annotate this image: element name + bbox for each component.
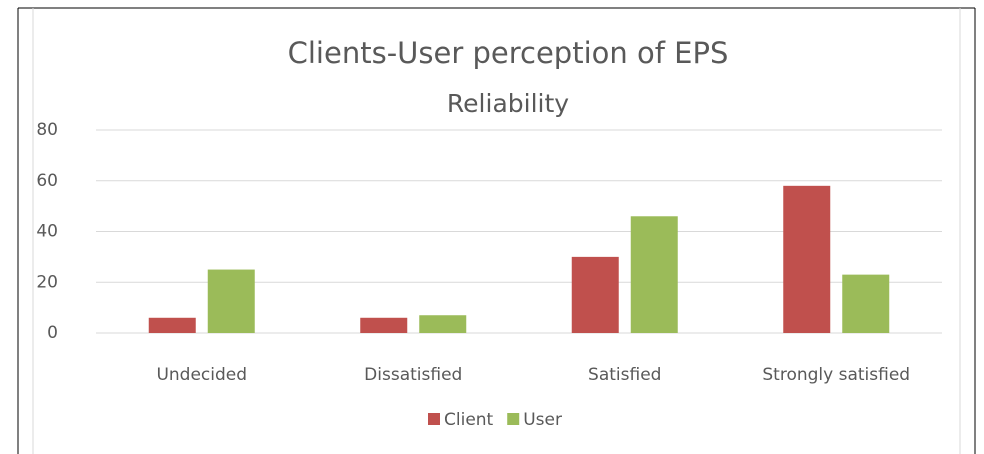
- x-tick-label: Strongly satisfied: [762, 365, 910, 385]
- legend-swatch: [428, 413, 440, 425]
- bar: [419, 315, 467, 333]
- y-tick-label: 80: [36, 120, 58, 140]
- chart-title: Clients-User perception of EPS: [288, 36, 729, 70]
- bar: [630, 216, 678, 333]
- legend-label: User: [523, 410, 562, 430]
- bar: [360, 317, 408, 333]
- legend-label: Client: [444, 410, 494, 430]
- bar: [571, 256, 619, 333]
- chart-subtitle: Reliability: [447, 89, 569, 118]
- x-tick-label: Satisfied: [588, 365, 661, 385]
- y-tick-label: 20: [36, 272, 58, 292]
- bar: [783, 185, 831, 333]
- y-tick-label: 40: [36, 222, 58, 242]
- y-tick-label: 0: [47, 323, 58, 343]
- legend-swatch: [507, 413, 520, 425]
- x-tick-label: Undecided: [156, 365, 247, 385]
- bar: [207, 269, 255, 333]
- y-tick-label: 60: [36, 171, 58, 191]
- x-tick-label: Dissatisfied: [364, 365, 462, 385]
- bar: [148, 317, 196, 333]
- bar: [842, 274, 890, 333]
